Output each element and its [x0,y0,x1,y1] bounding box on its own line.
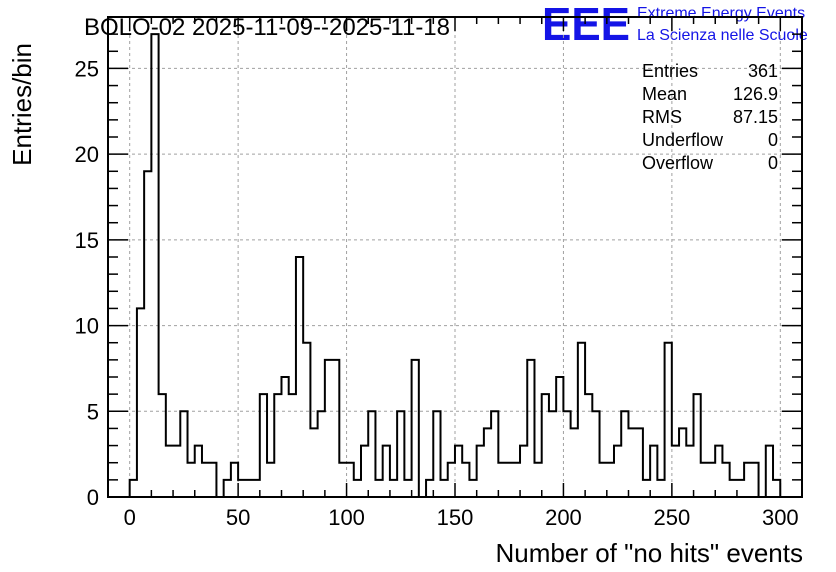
y-tick-label: 0 [87,485,99,510]
x-axis-label: Number of "no hits" events [496,538,804,568]
stats-box: Entries 361 Mean 126.9 RMS 87.15 Underflow 0 Ove… [642,61,778,173]
stats-label: Underflow [642,130,724,150]
grid-lines [108,17,802,497]
logo-line-2: La Scienza nelle Scuole [637,27,808,44]
stats-label: RMS [642,107,682,127]
y-tick-label: 15 [75,228,99,253]
x-tick-label: 150 [437,505,474,530]
x-tick-label: 50 [226,505,250,530]
x-tick-label: 300 [762,505,799,530]
x-axis: 0 50 100 150 200 250 300 [124,17,803,530]
y-tick-label: 25 [75,56,99,81]
x-tick-label: 100 [328,505,365,530]
x-tick-label: 0 [124,505,136,530]
stats-value: 87.15 [733,107,778,127]
chart-title: BOLO-02 2025-11-09--2025-11-18 [84,14,450,41]
stats-value: 0 [768,130,778,150]
stats-label: Overflow [642,153,714,173]
stats-value: 0 [768,153,778,173]
y-axis-label: Entries/bin [7,43,37,166]
stats-value: 126.9 [733,84,778,104]
histogram-line [128,33,788,498]
stats-value: 361 [748,61,778,81]
x-tick-label: 200 [545,505,582,530]
eee-logo: EEE Extreme Energy Events La Scienza nel… [542,0,808,50]
y-tick-label: 20 [75,142,99,167]
logo-mark: EEE [542,0,630,50]
stats-label: Mean [642,84,687,104]
y-axis: 0 5 10 15 20 25 [75,16,802,510]
y-tick-label: 5 [87,399,99,424]
stats-label: Entries [642,61,698,81]
plot-area: 0 50 100 150 200 250 300 0 5 10 15 20 25 [75,16,803,530]
y-tick-label: 10 [75,314,99,339]
x-tick-label: 250 [654,505,691,530]
